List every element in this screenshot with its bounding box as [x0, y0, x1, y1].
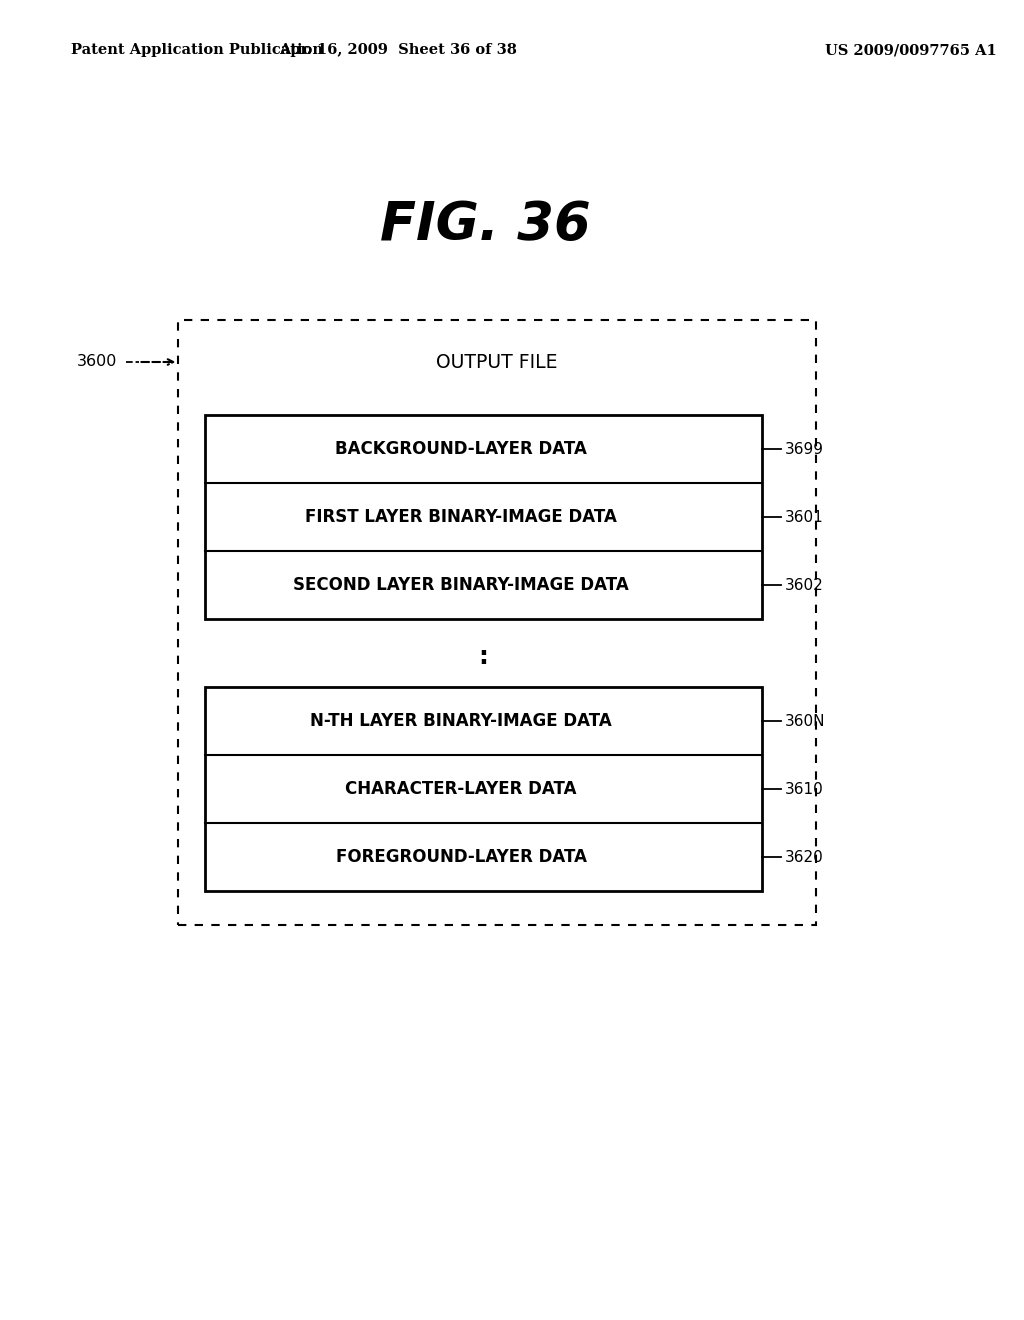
Text: US 2009/0097765 A1: US 2009/0097765 A1	[825, 44, 997, 57]
Text: FIG. 36: FIG. 36	[381, 199, 591, 251]
Text: 3600: 3600	[77, 355, 117, 370]
Text: 3602: 3602	[784, 578, 823, 593]
Text: N-TH LAYER BINARY-IMAGE DATA: N-TH LAYER BINARY-IMAGE DATA	[310, 711, 612, 730]
Text: :: :	[478, 645, 488, 669]
Text: FIRST LAYER BINARY-IMAGE DATA: FIRST LAYER BINARY-IMAGE DATA	[305, 508, 617, 525]
Bar	[205, 686, 762, 891]
Text: BACKGROUND-LAYER DATA: BACKGROUND-LAYER DATA	[335, 440, 587, 458]
Text: Apr. 16, 2009  Sheet 36 of 38: Apr. 16, 2009 Sheet 36 of 38	[280, 44, 517, 57]
Text: 360N: 360N	[784, 714, 825, 729]
Text: 3601: 3601	[784, 510, 823, 524]
Text: 3620: 3620	[784, 850, 823, 865]
Text: SECOND LAYER BINARY-IMAGE DATA: SECOND LAYER BINARY-IMAGE DATA	[293, 576, 629, 594]
Text: CHARACTER-LAYER DATA: CHARACTER-LAYER DATA	[345, 780, 577, 799]
Text: FOREGROUND-LAYER DATA: FOREGROUND-LAYER DATA	[336, 847, 587, 866]
Bar	[205, 414, 762, 619]
Text: 3699: 3699	[784, 441, 823, 457]
Text: 3610: 3610	[784, 781, 823, 796]
Text: OUTPUT FILE: OUTPUT FILE	[436, 352, 558, 371]
Text: Patent Application Publication: Patent Application Publication	[71, 44, 324, 57]
